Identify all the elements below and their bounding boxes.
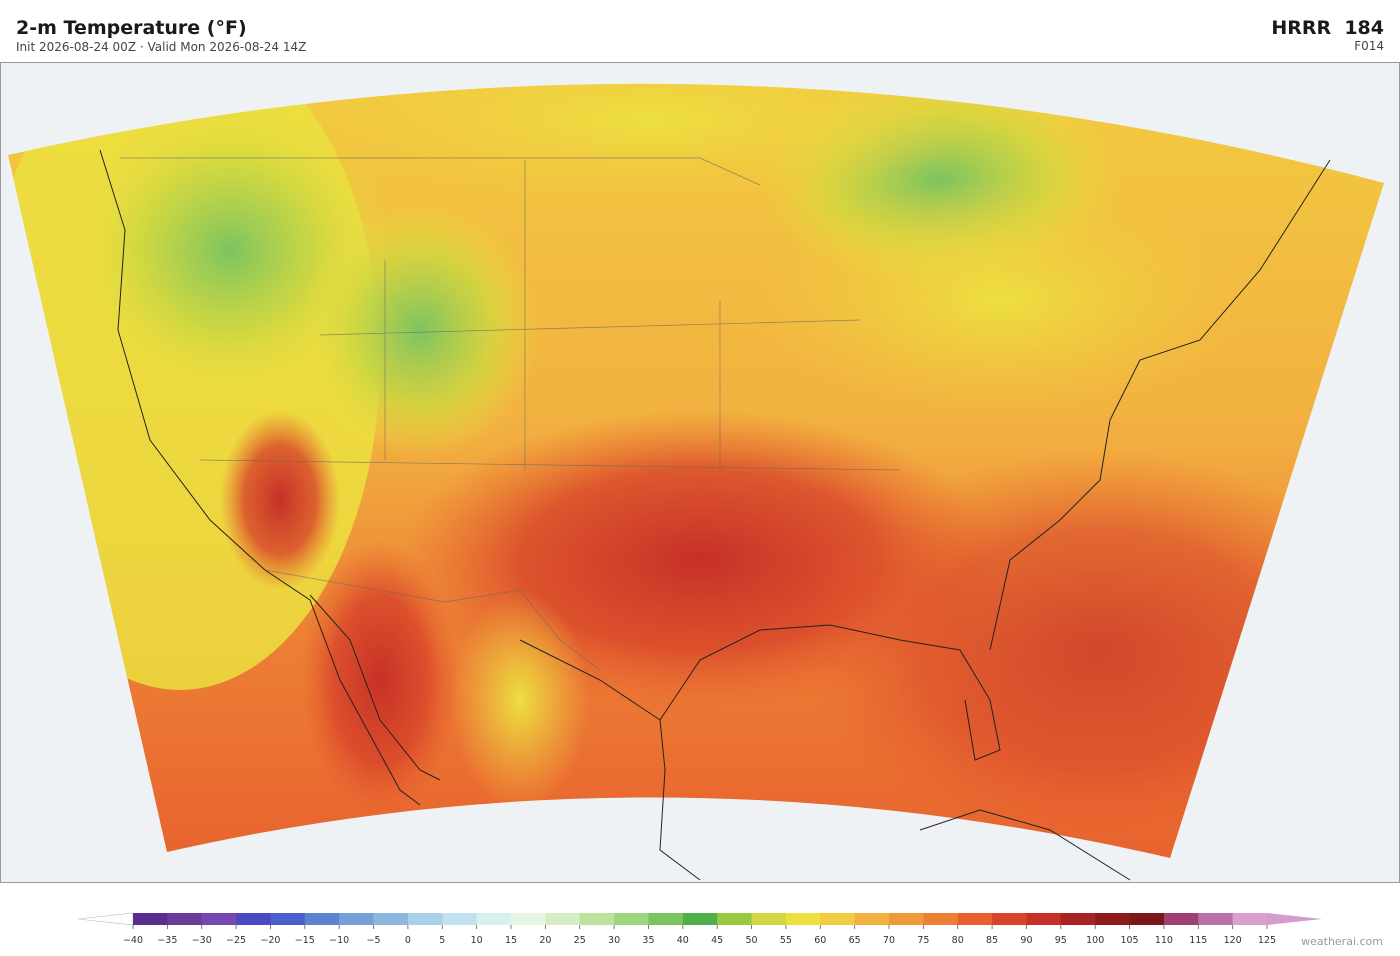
colorbar-tick-label: 55 (780, 935, 792, 946)
colorbar-segment (339, 913, 374, 925)
colorbar-segment (579, 913, 615, 925)
colorbar-tick-label: 120 (1224, 935, 1242, 946)
colorbar-segment (236, 913, 271, 925)
colorbar-tick-label: 70 (883, 935, 895, 946)
colorbar-segment (992, 913, 1027, 925)
colorbar-segment (1163, 913, 1199, 925)
colorbar-segment (717, 913, 752, 925)
colorbar-tick-label: 90 (1020, 935, 1032, 946)
colorbar-segment (1129, 913, 1165, 925)
title: 2-m Temperature (°F) (16, 17, 247, 39)
colorbar-segment (201, 913, 237, 925)
colorbar-tick-label: 110 (1155, 935, 1173, 946)
colorbar-tick-label: −15 (295, 935, 315, 946)
colorbar-tick-label: 100 (1086, 935, 1104, 946)
colorbar: −40 −35 −30 −25 −20 −15 −10 −5 0 5 10 15 20 25 30 35 40 4… (77, 912, 1322, 946)
colorbar-segment (751, 913, 787, 925)
colorbar-segment (407, 913, 443, 925)
colorbar-tick-label: 5 (439, 935, 445, 946)
colorbar-tick-label: −10 (329, 935, 349, 946)
colorbar-segment (854, 913, 890, 925)
credit: weatherai.com (1301, 935, 1383, 948)
colorbar-tick-label: −25 (226, 935, 246, 946)
colorbar-segment (614, 913, 649, 925)
colorbar-segment (442, 913, 477, 925)
colorbar-tick-label: 30 (608, 935, 620, 946)
colorbar-tick-label: 45 (711, 935, 723, 946)
colorbar-tick-label: 35 (642, 935, 654, 946)
colorbar-tick-label: 80 (952, 935, 964, 946)
colorbar-segment (785, 913, 821, 925)
colorbar-segment (511, 913, 546, 925)
colorbar-tick-label: 20 (539, 935, 551, 946)
colorbar-segment (1198, 913, 1233, 925)
colorbar-tick-label: 50 (745, 935, 757, 946)
coastlines (99, 149, 1331, 881)
colorbar-segment (373, 913, 409, 925)
colorbar-segment (1095, 913, 1130, 925)
colorbar-tick-label: −5 (367, 935, 381, 946)
colorbar-segment (545, 913, 581, 925)
colorbar-tick-label: 10 (471, 935, 483, 946)
colorbar-tick-label: 95 (1055, 935, 1067, 946)
colorbar-tick-label: −35 (157, 935, 177, 946)
colorbar-tick-label: 65 (849, 935, 861, 946)
colorbar-segment (820, 913, 855, 925)
colorbar-over (1267, 913, 1322, 925)
colorbar-tick-label: 85 (986, 935, 998, 946)
colorbar-under (77, 912, 134, 926)
colorbar-segment (476, 913, 512, 925)
colorbar-segment (923, 913, 959, 925)
temperature-field (8, 83, 1384, 859)
colorbar-tick-label: 40 (677, 935, 689, 946)
colorbar-tick-label: 115 (1189, 935, 1207, 946)
colorbar-tick-label: 75 (917, 935, 929, 946)
colorbar-tick-label: 25 (574, 935, 586, 946)
map (0, 62, 1400, 883)
colorbar-tick-label: 125 (1258, 935, 1276, 946)
colorbar-tick-label: 15 (505, 935, 517, 946)
colorbar-segment (957, 913, 993, 925)
colorbar-segment (270, 913, 306, 925)
colorbar-tick-label: −30 (192, 935, 212, 946)
colorbar-segment (648, 913, 684, 925)
colorbar-tick-label: −40 (123, 935, 143, 946)
colorbar-tick-label: 105 (1120, 935, 1138, 946)
colorbar-segment (1026, 913, 1062, 925)
colorbar-segment (1232, 913, 1268, 925)
colorbar-segment (1060, 913, 1096, 925)
borders (120, 157, 901, 671)
model: HRRR 184 (1271, 17, 1384, 39)
subtitle: Init 2026-08-24 00Z · Valid Mon 2026-08-… (16, 40, 306, 54)
colorbar-segment (167, 913, 203, 925)
colorbar-segment (682, 913, 718, 925)
colorbar-tick-label: 60 (814, 935, 826, 946)
colorbar-tick-label: −20 (260, 935, 280, 946)
colorbar-segment (889, 913, 924, 925)
forecast-hour: F014 (1354, 39, 1384, 53)
colorbar-segment (133, 913, 168, 925)
colorbar-segment (304, 913, 340, 925)
colorbar-tick-label: 0 (405, 935, 411, 946)
